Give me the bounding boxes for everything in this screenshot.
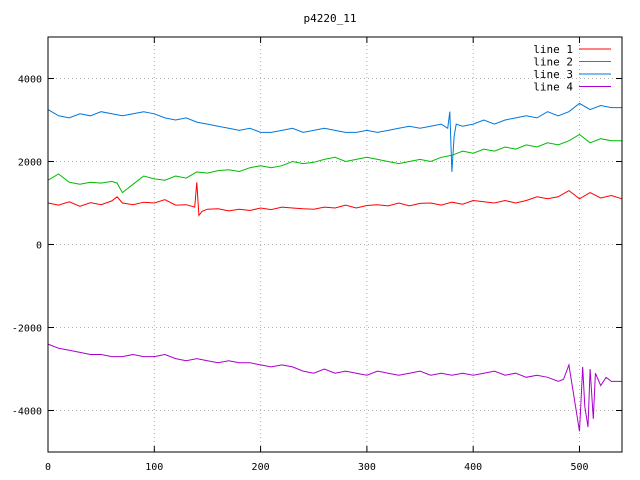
legend-label-4: line 4 xyxy=(533,81,573,94)
x-tick-label: 0 xyxy=(45,462,51,473)
y-tick-label: 0 xyxy=(36,241,42,252)
legend-label-1: line 1 xyxy=(533,43,573,56)
plot-frame xyxy=(47,36,623,453)
series-layer xyxy=(47,102,623,432)
legend-label-2: line 2 xyxy=(533,56,573,69)
series-line-2 xyxy=(47,133,622,194)
x-tick-label: 100 xyxy=(145,462,163,473)
x-tick-label: 300 xyxy=(358,462,376,473)
y-tick-label: -2000 xyxy=(12,324,42,335)
tick-layer: -4000 -2000 0 2000 4000 0 100 200 300 400 500 xyxy=(12,37,622,473)
y-tick-label: 4000 xyxy=(18,75,42,86)
series-line-1 xyxy=(47,182,623,217)
y-tick-label: 2000 xyxy=(18,158,42,169)
grid-layer xyxy=(47,37,622,452)
x-tick-label: 200 xyxy=(252,462,270,473)
y-tick-label: -4000 xyxy=(12,407,42,418)
legend-label-3: line 3 xyxy=(533,68,573,81)
chart-title: p4220_11 xyxy=(304,12,357,25)
series-line-3 xyxy=(47,102,622,172)
series-line-4 xyxy=(47,343,622,432)
x-tick-label: 400 xyxy=(464,462,482,473)
x-tick-label: 500 xyxy=(570,462,588,473)
